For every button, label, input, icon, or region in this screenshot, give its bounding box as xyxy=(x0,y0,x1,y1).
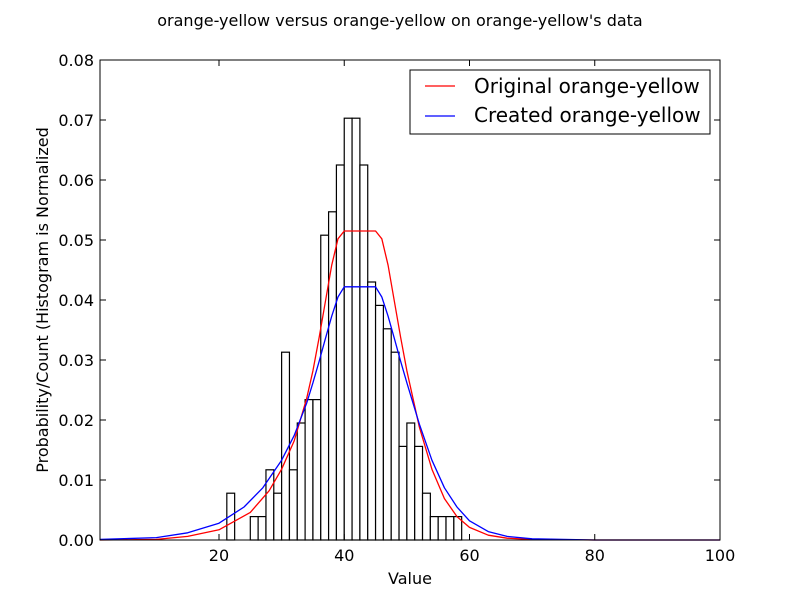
histogram-bar xyxy=(312,399,322,541)
histogram-bar xyxy=(437,515,447,541)
y-tick-label: 0.07 xyxy=(58,111,94,130)
histogram-bar xyxy=(304,399,314,541)
series-line-original xyxy=(99,230,720,541)
histogram-bar xyxy=(390,351,400,541)
legend-box xyxy=(409,69,711,135)
y-tick-label: 0.03 xyxy=(58,351,94,370)
y-tick-label: 0.00 xyxy=(58,531,94,550)
histogram-bar xyxy=(288,469,298,541)
x-tick-label: 20 xyxy=(209,546,229,565)
histogram-bar xyxy=(406,422,416,541)
histogram-bar xyxy=(257,515,267,541)
density-lines xyxy=(99,230,720,541)
histogram-bar xyxy=(335,164,345,541)
legend-label-original: Original orange-yellow xyxy=(474,74,700,98)
histogram-bars xyxy=(226,117,463,541)
histogram-bar xyxy=(398,445,408,541)
x-tick-label: 100 xyxy=(705,546,736,565)
x-tick-label: 40 xyxy=(334,546,354,565)
histogram-bar xyxy=(429,515,439,541)
y-axis-label: Probability/Count (Histogram is Normaliz… xyxy=(33,127,52,473)
y-tick-label: 0.02 xyxy=(58,411,94,430)
x-tick-label: 60 xyxy=(459,546,479,565)
y-tick-label: 0.05 xyxy=(58,231,94,250)
y-tick-label: 0.06 xyxy=(58,171,94,190)
histogram-bar xyxy=(320,234,330,541)
histogram-bar xyxy=(226,492,236,541)
histogram-bar xyxy=(374,304,384,541)
y-tick-label: 0.01 xyxy=(58,471,94,490)
series-line-created xyxy=(99,286,720,541)
histogram-bar xyxy=(296,422,306,541)
x-axis-label: Value xyxy=(388,569,432,588)
histogram-bar xyxy=(351,117,361,541)
histogram-bar xyxy=(249,515,259,541)
axis-ticks: 20 40 60 80 100 0.00 0.01 0.02 0.03 0.04 0.05 0.06 0… xyxy=(58,51,735,565)
legend: Original orange-yellow Created orange-ye… xyxy=(409,69,711,135)
histogram-bar xyxy=(421,492,431,541)
histogram-bar xyxy=(359,164,369,541)
histogram-bar xyxy=(382,328,392,541)
y-tick-label: 0.08 xyxy=(58,51,94,70)
histogram-bar xyxy=(273,492,283,541)
chart-title: orange-yellow versus orange-yellow on or… xyxy=(157,11,642,30)
y-tick-label: 0.04 xyxy=(58,291,94,310)
x-tick-label: 80 xyxy=(585,546,605,565)
legend-label-created: Created orange-yellow xyxy=(474,103,701,127)
histogram-bar xyxy=(414,445,424,541)
histogram-bar xyxy=(367,281,377,541)
histogram-bar xyxy=(445,515,455,541)
histogram-bar xyxy=(343,117,353,541)
